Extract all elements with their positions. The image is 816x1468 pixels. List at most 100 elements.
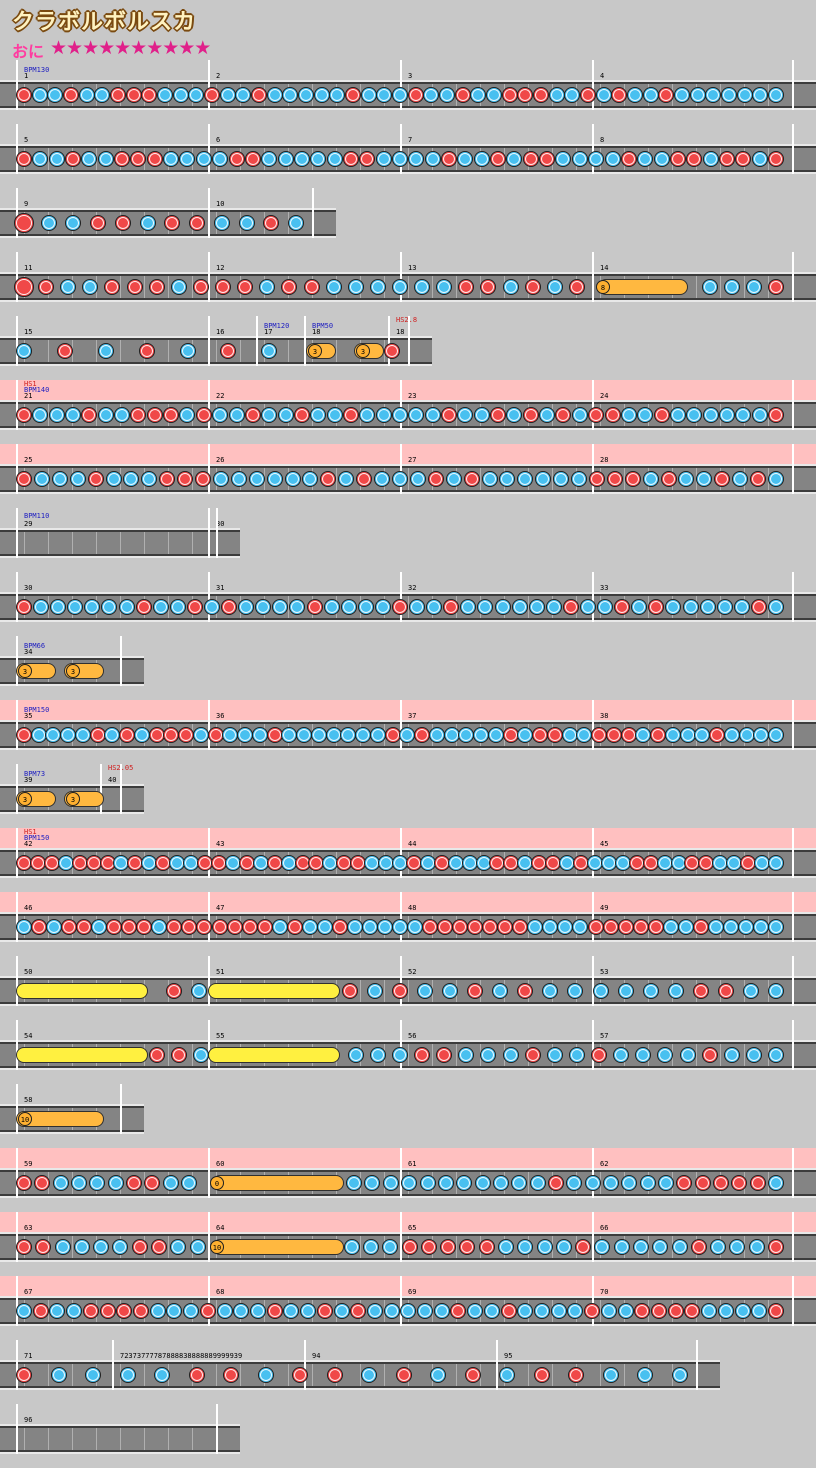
measure-line [592,700,594,750]
ka-note [113,855,130,871]
ka-note [614,855,631,871]
ka-note [679,727,696,743]
measure-line [16,380,18,430]
beat-line [192,532,193,554]
measure-number: 50 [24,968,33,976]
don-note [189,215,206,231]
chart-row: 1 2 3 4 BPM130 [0,60,816,124]
ka-note [517,471,534,487]
don-note [144,1175,161,1191]
ka-note [52,1175,69,1191]
balloon-count: 3 [18,664,32,678]
measure-number: 25 [24,456,33,464]
ka-note [511,1175,528,1191]
ka-note [679,1047,696,1063]
lane-border-bottom [0,428,816,430]
measure-number: 8 [600,136,605,144]
ka-note [414,279,431,295]
ka-note [257,1367,274,1383]
measure-line [208,444,210,494]
don-note [712,1175,729,1191]
measure-line-end [408,316,410,366]
lane-border-top [0,848,816,850]
don-note [81,407,98,423]
beat-line [696,1044,697,1066]
don-note [690,1239,707,1255]
ka-note [409,471,426,487]
don-note [221,599,238,615]
measure-number: 47 [216,904,225,912]
chart-label: HS1 [24,380,37,388]
lane-border-bottom [0,812,144,814]
measure-number: 14 [600,264,609,272]
don-note [591,727,608,743]
don-note [292,1367,309,1383]
lane-border-bottom [0,748,816,750]
lane-border-top [0,1424,240,1426]
lane-border-top [0,1168,816,1170]
ka-note [60,279,77,295]
don-note [568,1367,585,1383]
measure-line [592,252,594,302]
measure-number: 96 [24,1416,33,1424]
don-note [547,1175,564,1191]
measure-line [16,188,18,238]
measure-number: 32 [408,584,417,592]
ka-note [33,471,50,487]
ka-note [340,599,357,615]
measure-number: 56 [408,1032,417,1040]
ka-note [768,1047,784,1063]
don-note [502,727,519,743]
beat-line [216,340,217,362]
ka-note [553,471,570,487]
ka-note [627,87,643,103]
lane-border-bottom [0,108,816,110]
don-note [316,1303,333,1319]
beat-line [168,340,169,362]
ka-note [266,471,283,487]
don-note [244,407,261,423]
don-note [211,919,228,935]
don-note [750,599,767,615]
don-note [148,727,165,743]
don-note [441,407,458,423]
ka-note [555,151,572,167]
don-note [647,919,664,935]
balloon-count: 10 [18,1112,32,1126]
don-note [532,727,549,743]
lane-border-bottom [0,172,816,174]
ka-note [481,471,498,487]
big-don-note [14,277,34,297]
ka-note [716,599,733,615]
ka-note [346,1175,363,1191]
beat-line [72,1236,73,1258]
ka-note [382,1175,399,1191]
ka-note [752,87,769,103]
don-note [215,279,232,295]
measure-number: 3 [408,72,413,80]
ka-note [94,87,111,103]
chart-label: HS2.05 [108,764,134,772]
don-note [620,727,637,743]
beat-line [456,1364,457,1386]
don-note [16,151,32,167]
ka-note [477,599,494,615]
don-note [617,919,634,935]
ka-note [442,983,459,999]
don-note [667,1303,684,1319]
lane-border-top [0,656,144,658]
ka-note [54,1239,71,1255]
ka-note [696,471,713,487]
ka-note [238,599,255,615]
ka-note [289,599,306,615]
measure-line [16,316,18,366]
ka-note [213,215,230,231]
drumroll [212,1239,344,1255]
ka-note [534,1303,551,1319]
beat-line [624,1364,625,1386]
ka-note [192,727,209,743]
ka-note [266,87,283,103]
beat-line [720,1044,721,1066]
measure-line [16,124,18,174]
ka-note [67,599,84,615]
